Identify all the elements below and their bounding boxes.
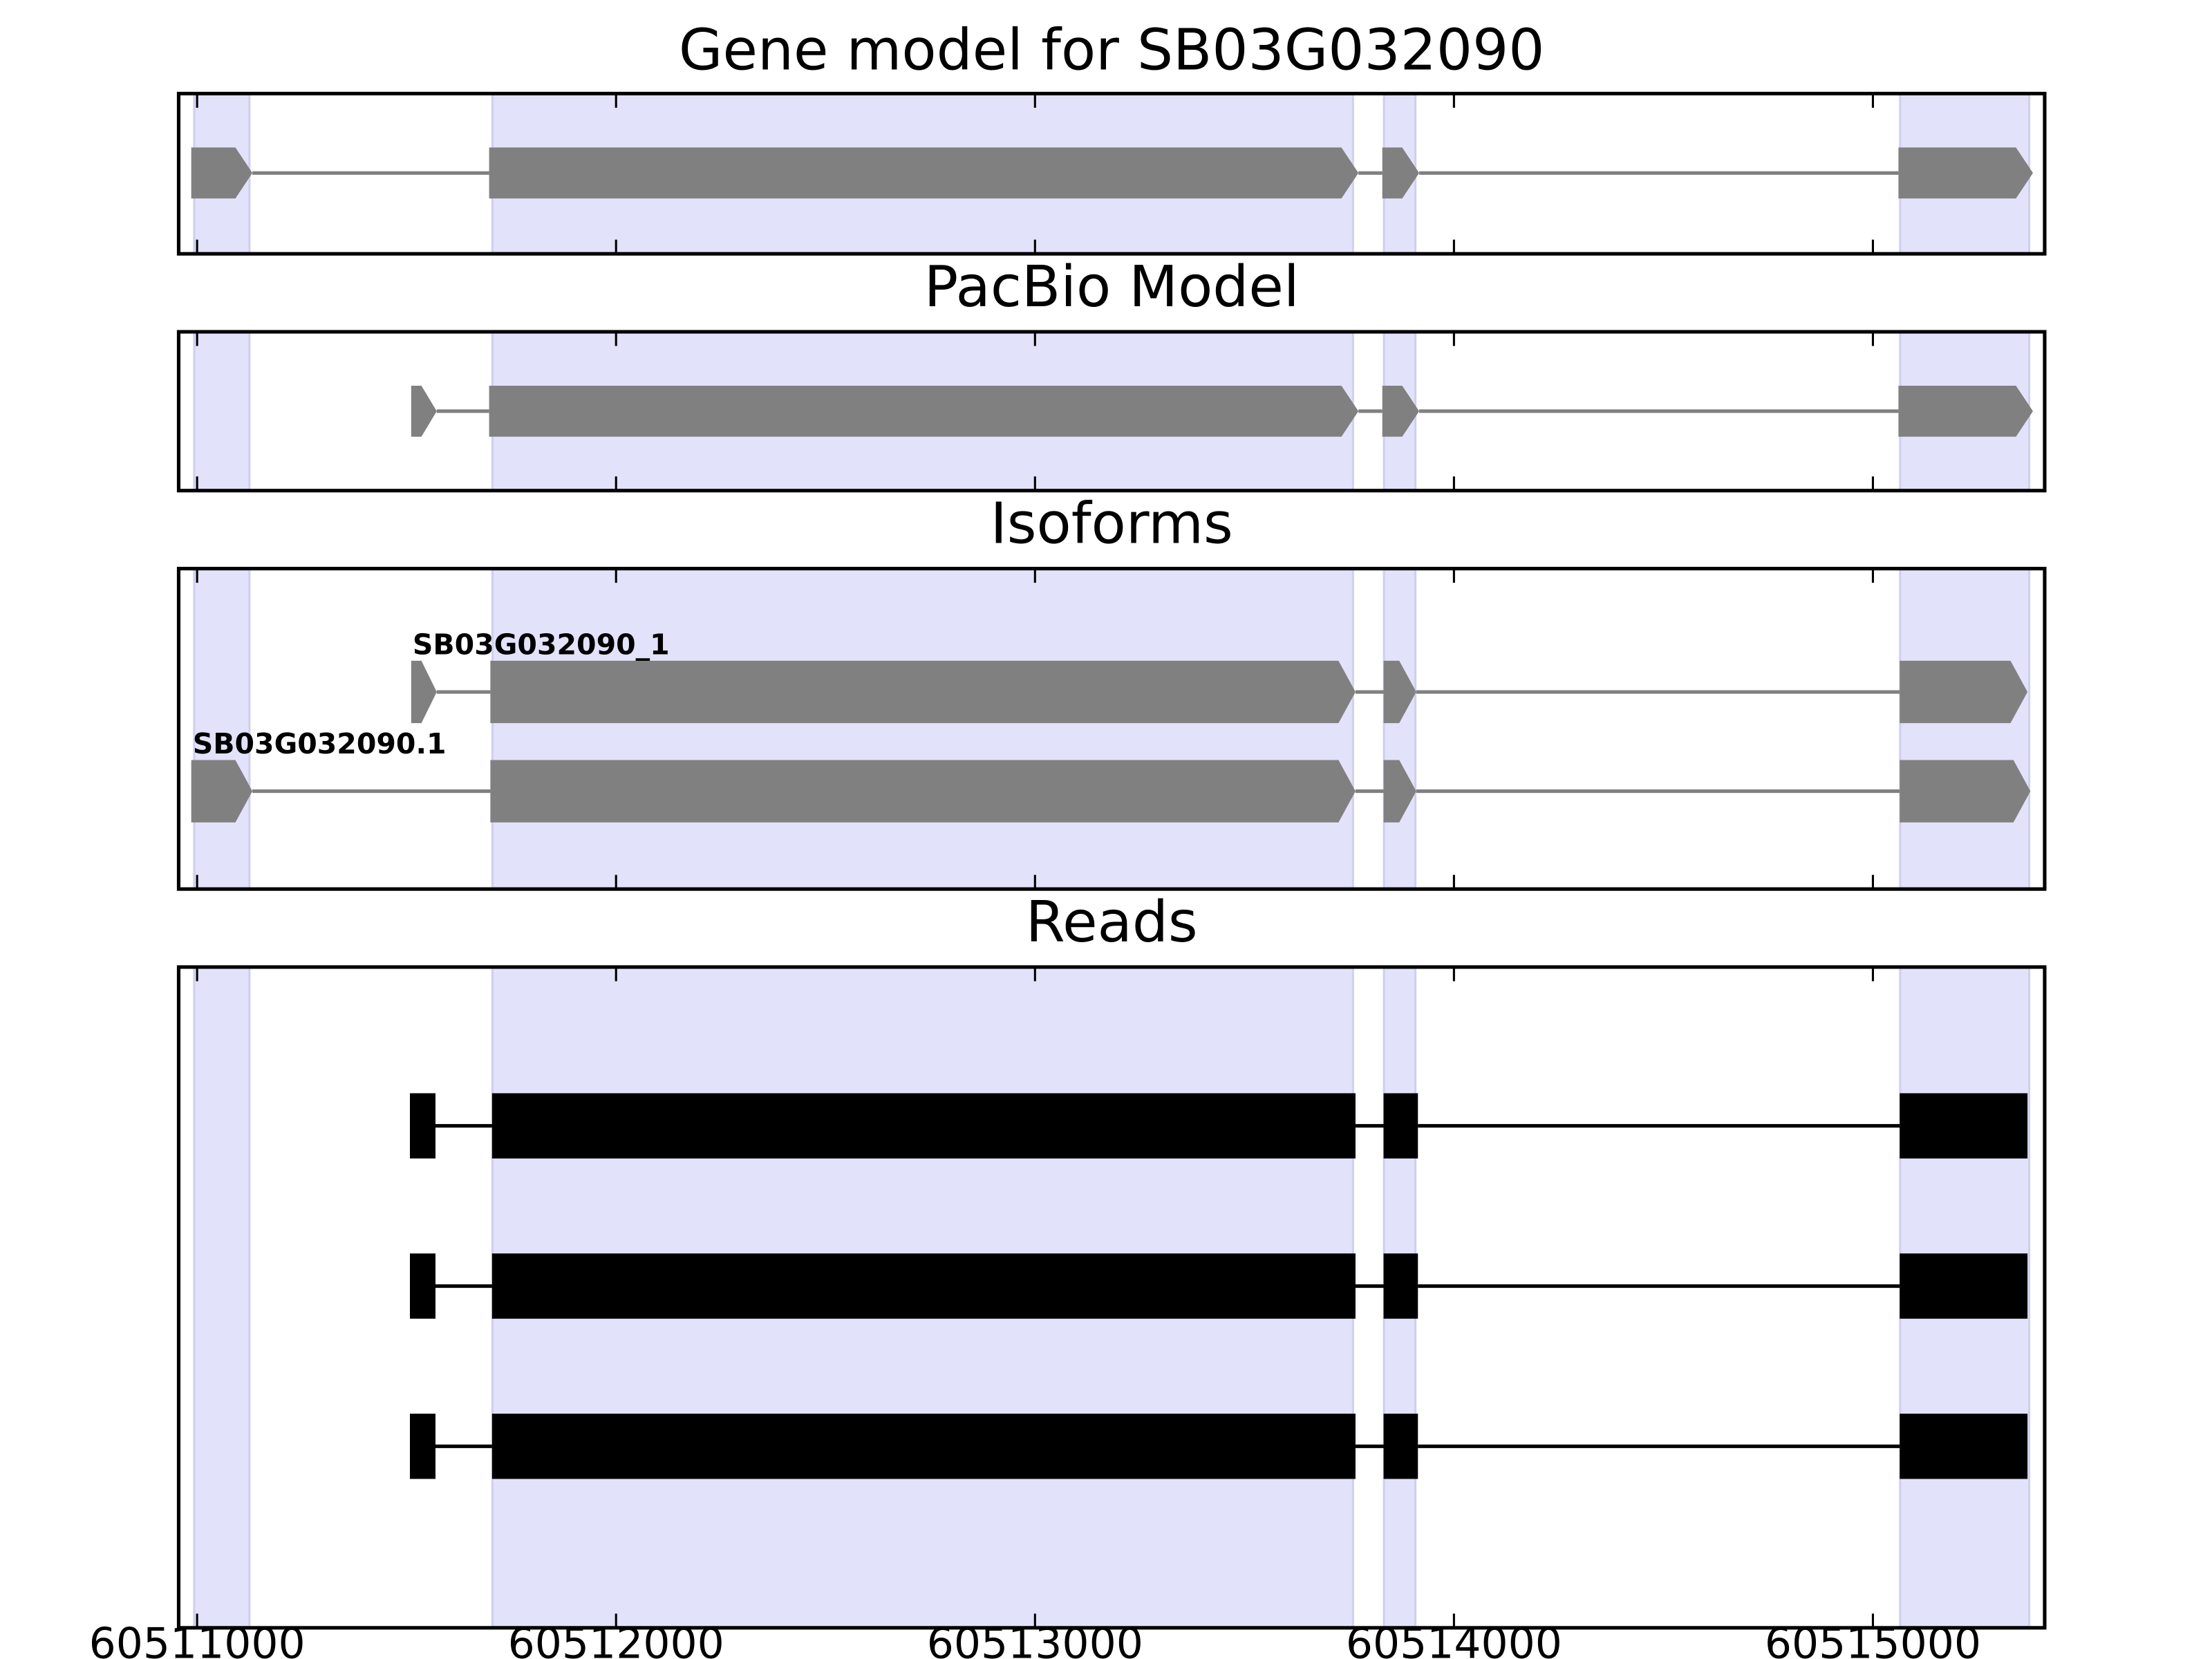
- exon: [1900, 1414, 2028, 1479]
- exon: [491, 1414, 1356, 1479]
- exon: [1898, 385, 2033, 437]
- exon: [1382, 147, 1420, 199]
- exon: [410, 1093, 435, 1159]
- exon-highlight: [193, 966, 251, 1629]
- panel-frame: [176, 91, 2047, 256]
- x-tick-label: 60513000: [927, 1619, 1143, 1659]
- exon: [491, 1093, 1356, 1159]
- exon: [489, 147, 1359, 199]
- exon: [1900, 1253, 2028, 1319]
- x-tick-label: 60514000: [1346, 1619, 1562, 1659]
- exon-highlight: [1899, 568, 2031, 890]
- panel-title: PacBio Model: [924, 254, 1300, 320]
- exon: [1898, 147, 2033, 199]
- panel-title: Isoforms: [991, 491, 1233, 557]
- exon: [411, 660, 437, 724]
- exon: [191, 147, 253, 199]
- x-tick-label: 60515000: [1765, 1619, 1981, 1659]
- exon: [490, 760, 1356, 823]
- exon: [1383, 1093, 1418, 1159]
- isoform-label: SB03G032090_1: [413, 628, 670, 661]
- exon: [411, 385, 437, 437]
- panel-title: Gene model for SB03G032090: [679, 17, 1545, 83]
- exon: [1382, 385, 1420, 437]
- exon: [490, 660, 1356, 724]
- exon: [491, 1253, 1356, 1319]
- exon: [1900, 760, 2031, 823]
- panel-frame: [176, 330, 2047, 493]
- exon: [489, 385, 1359, 437]
- exon: [1383, 660, 1416, 724]
- exon: [1900, 660, 2028, 724]
- x-tick-label: 60512000: [508, 1619, 724, 1659]
- exon: [410, 1253, 435, 1319]
- panel-frame: [176, 567, 2047, 891]
- exon: [1383, 1414, 1418, 1479]
- exon: [1383, 1253, 1418, 1319]
- exon-highlight: [193, 330, 251, 492]
- exon-highlight: [1382, 568, 1417, 890]
- panel-title: Reads: [1026, 890, 1198, 955]
- exon: [410, 1414, 435, 1479]
- x-tick-label: 60511000: [89, 1619, 306, 1659]
- panel-frame: [176, 965, 2047, 1630]
- exon-highlight: [491, 568, 1354, 890]
- exon: [1900, 1093, 2028, 1159]
- exon: [1383, 760, 1416, 823]
- isoform-label: SB03G032090.1: [193, 727, 447, 760]
- exon: [191, 760, 253, 823]
